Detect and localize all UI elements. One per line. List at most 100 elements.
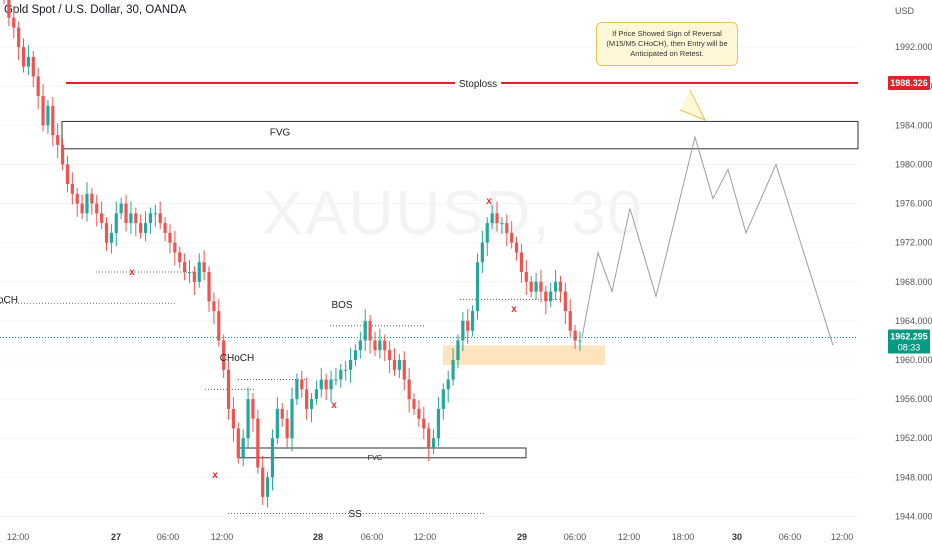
- candle-body: [427, 428, 431, 448]
- candle-body: [431, 438, 436, 448]
- x-tick-label: 28: [313, 532, 323, 542]
- candle-body: [46, 105, 50, 126]
- stoploss-label-bg: [455, 76, 501, 90]
- candle-body: [241, 438, 245, 458]
- candle-body: [358, 340, 362, 351]
- candle-body: [305, 389, 309, 409]
- candle-body: [446, 379, 450, 390]
- candle-body: [295, 379, 299, 400]
- candle-body: [36, 76, 40, 96]
- candle-body: [114, 213, 118, 233]
- candle-body: [441, 389, 445, 409]
- candle-body: [21, 47, 26, 67]
- candle-body: [436, 408, 441, 439]
- x-tick-label: 06:00: [779, 532, 802, 542]
- stoploss-price-tag: [888, 76, 930, 91]
- candle-body: [353, 350, 358, 360]
- current-price-tag: [888, 329, 930, 354]
- ss-label: SS: [348, 509, 362, 520]
- fvg-upper-zone: [61, 120, 859, 150]
- candle-body: [197, 262, 201, 282]
- candle-body: [60, 144, 65, 165]
- candle-body: [119, 203, 123, 214]
- candle-body: [573, 330, 577, 341]
- candle-body: [510, 232, 514, 243]
- candle-body: [505, 223, 509, 233]
- x-tick-label: 12:00: [7, 532, 30, 542]
- candle-body: [417, 408, 421, 419]
- x-tick-label: 12:00: [831, 532, 854, 542]
- candle-body: [187, 272, 192, 273]
- candle-body: [80, 203, 84, 214]
- candle-body: [319, 379, 323, 390]
- candle-body: [471, 311, 475, 331]
- candle-body: [70, 184, 74, 194]
- candle-body: [207, 272, 211, 302]
- candle-body: [192, 272, 196, 282]
- candle-body: [524, 272, 528, 282]
- candle-body: [544, 291, 548, 302]
- candle-body: [529, 281, 533, 292]
- symbol-watermark: XAUUSD, 30: [262, 179, 644, 248]
- y-tick-label: 1944.000: [895, 511, 932, 521]
- x-tick-label: 06:00: [157, 532, 180, 542]
- chart-title: Gold Spot / U.S. Dollar, 30, OANDA: [4, 4, 187, 16]
- candle-body: [212, 301, 216, 312]
- candle-body: [270, 438, 275, 478]
- fvg-lower-label: FVG: [368, 455, 382, 462]
- candle-body: [368, 320, 372, 341]
- candle-body: [280, 408, 284, 419]
- choch-left-label: oCH: [0, 295, 18, 306]
- y-tick-label: 1976.000: [895, 199, 932, 209]
- candle-body: [178, 252, 182, 263]
- countdown-text: 08:33: [898, 343, 921, 353]
- candle-body: [231, 408, 236, 429]
- projected-path: [581, 135, 834, 346]
- entry-zone: [443, 345, 605, 365]
- candle-body: [422, 418, 426, 429]
- candle-body: [334, 379, 338, 381]
- x-tick-label: 30: [732, 532, 742, 542]
- candle-body: [392, 360, 397, 370]
- y-axis-panel: [860, 0, 932, 550]
- candle-body: [226, 369, 231, 409]
- y-tick-label: 1964.000: [895, 316, 932, 326]
- x-tick-label: 06:00: [564, 532, 587, 542]
- candle-body: [339, 369, 343, 380]
- y-tick-label: 1948.000: [895, 472, 932, 482]
- candle-body: [158, 213, 162, 224]
- candle-body: [143, 223, 148, 233]
- candle-body: [56, 135, 60, 145]
- candle-body: [129, 213, 133, 224]
- candle-body: [265, 477, 270, 497]
- candle-body: [168, 232, 172, 243]
- candle-body: [300, 379, 304, 390]
- candle-body: [397, 360, 401, 370]
- candle-body: [285, 418, 289, 439]
- candle-body: [153, 213, 157, 215]
- candle-body: [236, 428, 240, 458]
- stoploss-label: Stoploss: [459, 79, 497, 90]
- candle-body: [251, 399, 255, 419]
- candle-body: [344, 369, 348, 371]
- candle-body: [549, 291, 553, 302]
- candle-body: [402, 360, 406, 380]
- bos-label: BOS: [331, 300, 352, 311]
- candle-body: [314, 389, 319, 400]
- candle-body: [7, 0, 11, 18]
- candle-body: [261, 467, 265, 497]
- candle-body: [124, 203, 128, 224]
- x-tick-label: 12:00: [618, 532, 641, 542]
- candle-body: [104, 223, 109, 243]
- candle-body: [183, 262, 187, 272]
- candle-body: [26, 56, 31, 67]
- candle-body: [568, 311, 572, 331]
- y-tick-label: 1960.000: [895, 355, 932, 365]
- x-tick-label: 12:00: [414, 532, 437, 542]
- candle-body: [451, 360, 455, 380]
- candle-body: [75, 193, 79, 204]
- candle-body: [139, 223, 143, 233]
- candle-body: [41, 96, 45, 126]
- candle-body: [383, 340, 387, 351]
